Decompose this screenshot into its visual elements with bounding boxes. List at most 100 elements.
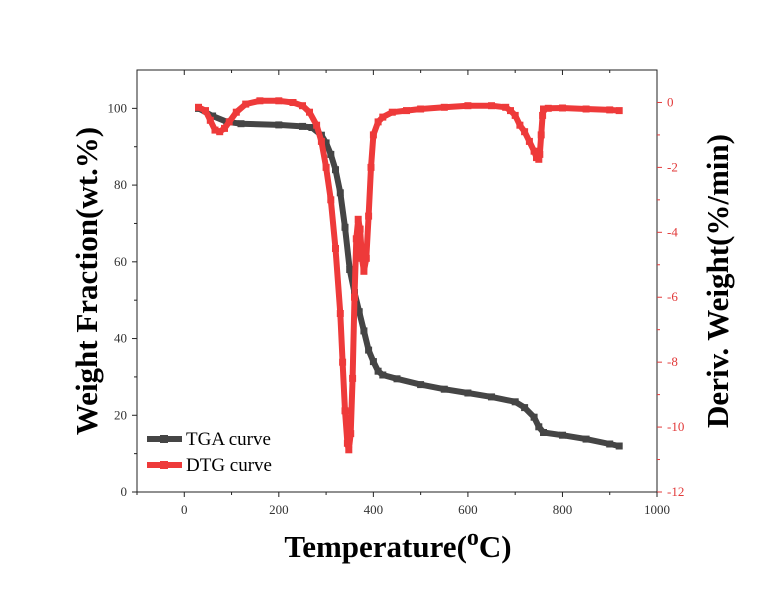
dtg-data-point: [516, 121, 524, 129]
x-axis-title-main: Temperature(: [284, 529, 467, 564]
dtg-data-point: [507, 107, 514, 115]
tga-data-point: [535, 423, 543, 431]
dtg-data-point: [354, 215, 362, 223]
dtg-data-point: [511, 111, 519, 119]
tga-curve-line: [195, 105, 623, 449]
x-axis-ticks: 0 200 400 600 800 1000: [136, 70, 670, 517]
tga-data-point: [322, 139, 330, 147]
tga-data-point: [511, 398, 519, 406]
tga-data-point: [209, 112, 217, 120]
x-tick-label: 800: [553, 502, 573, 517]
dtg-data-point: [530, 147, 538, 155]
dtg-data-point: [606, 106, 614, 114]
tga-data-point: [327, 150, 335, 158]
legend-label-tga: TGA curve: [186, 429, 271, 450]
dtg-data-point: [388, 108, 396, 116]
dtg-data-point: [299, 102, 306, 110]
right-tick-label: -6: [667, 289, 678, 304]
x-tick-label: 600: [458, 502, 478, 517]
dtg-data-point: [242, 100, 250, 108]
tga-data-point: [615, 442, 623, 450]
x-axis-title: Temperature(oC): [284, 525, 511, 564]
dtg-data-point: [544, 104, 552, 112]
dtg-data-point: [525, 137, 533, 145]
dtg-data-point: [417, 105, 425, 113]
tga-data-point: [440, 385, 448, 393]
dtg-data-point: [349, 374, 357, 382]
left-tick-label: 20: [114, 407, 127, 422]
right-tick-label: -12: [667, 484, 684, 499]
right-tick-label: -2: [667, 159, 678, 174]
dtg-data-point: [232, 108, 240, 116]
series-layer: [195, 97, 623, 454]
tga-data-point: [237, 120, 245, 128]
dtg-data-point: [559, 104, 566, 112]
dtg-curve-line: [195, 97, 623, 453]
dtg-data-point: [535, 155, 543, 163]
left-tick-label: 80: [114, 177, 127, 192]
x-tick-label: 0: [181, 502, 188, 517]
dtg-data-point: [327, 196, 335, 204]
dtg-data-point: [537, 131, 545, 139]
left-tick-label: 0: [121, 484, 128, 499]
legend-marker-tga: [160, 435, 168, 443]
dtg-data-point: [336, 310, 344, 317]
tga-data-point: [336, 189, 344, 197]
tga-data-point: [559, 431, 566, 439]
dtg-data-point: [341, 407, 349, 415]
dtg-data-point: [347, 430, 355, 438]
dtg-data-point: [351, 293, 358, 301]
right-tick-label: -10: [667, 419, 684, 434]
dtg-data-point: [362, 254, 370, 262]
tga-data-point: [299, 122, 306, 130]
x-axis-title-end: C): [479, 529, 512, 564]
tga-data-point: [488, 393, 495, 401]
dtg-data-point: [256, 97, 264, 105]
dtg-data-point: [356, 225, 364, 233]
dtg-data-point: [615, 107, 623, 115]
dtg-data-point: [403, 107, 410, 115]
tga-data-point: [464, 389, 472, 397]
tga-data-point: [417, 381, 425, 389]
left-axis-ticks: 0 20 40 60 80 100: [108, 100, 137, 499]
dtg-data-point: [206, 116, 214, 124]
dtg-data-point: [536, 150, 544, 158]
tga-data-point: [360, 327, 368, 335]
dtg-data-point: [352, 235, 360, 243]
dtg-data-point: [322, 163, 330, 171]
dtg-data-point: [275, 97, 283, 105]
dtg-data-point: [211, 126, 219, 134]
legend-label-dtg: DTG curve: [186, 455, 272, 476]
dtg-data-point: [317, 137, 325, 145]
x-tick-label: 200: [269, 502, 289, 517]
left-tick-label: 100: [108, 100, 128, 115]
dtg-data-point: [440, 103, 448, 111]
x-tick-label: 1000: [644, 502, 670, 517]
tga-data-point: [346, 266, 354, 273]
dtg-data-point: [313, 121, 321, 129]
right-axis-ticks: 0 -2 -4 -6 -8 -10 -12: [657, 94, 684, 499]
tga-data-point: [369, 358, 377, 366]
right-tick-label: -4: [667, 224, 678, 239]
x-axis-title-sup: o: [467, 525, 479, 551]
dtg-data-point: [488, 102, 495, 110]
dtg-data-point: [202, 107, 209, 115]
dtg-data-point: [540, 105, 547, 113]
dtg-data-point: [216, 128, 224, 136]
dtg-data-point: [221, 124, 228, 132]
tga-data-point: [332, 166, 339, 174]
tga-data-point: [365, 346, 373, 354]
right-tick-label: 0: [667, 94, 674, 109]
left-axis-title: Weight Fraction(wt.%): [69, 127, 104, 435]
dtg-data-point: [332, 245, 339, 252]
tga-data-point: [308, 124, 316, 131]
dtg-data-point: [367, 163, 375, 171]
tga-data-point: [275, 121, 283, 129]
dtg-data-point: [539, 111, 547, 119]
dtg-data-point: [374, 118, 382, 126]
left-tick-label: 60: [114, 254, 127, 269]
dtg-data-point: [582, 105, 590, 113]
dtg-data-point: [225, 118, 233, 126]
tga-data-point: [530, 413, 538, 421]
